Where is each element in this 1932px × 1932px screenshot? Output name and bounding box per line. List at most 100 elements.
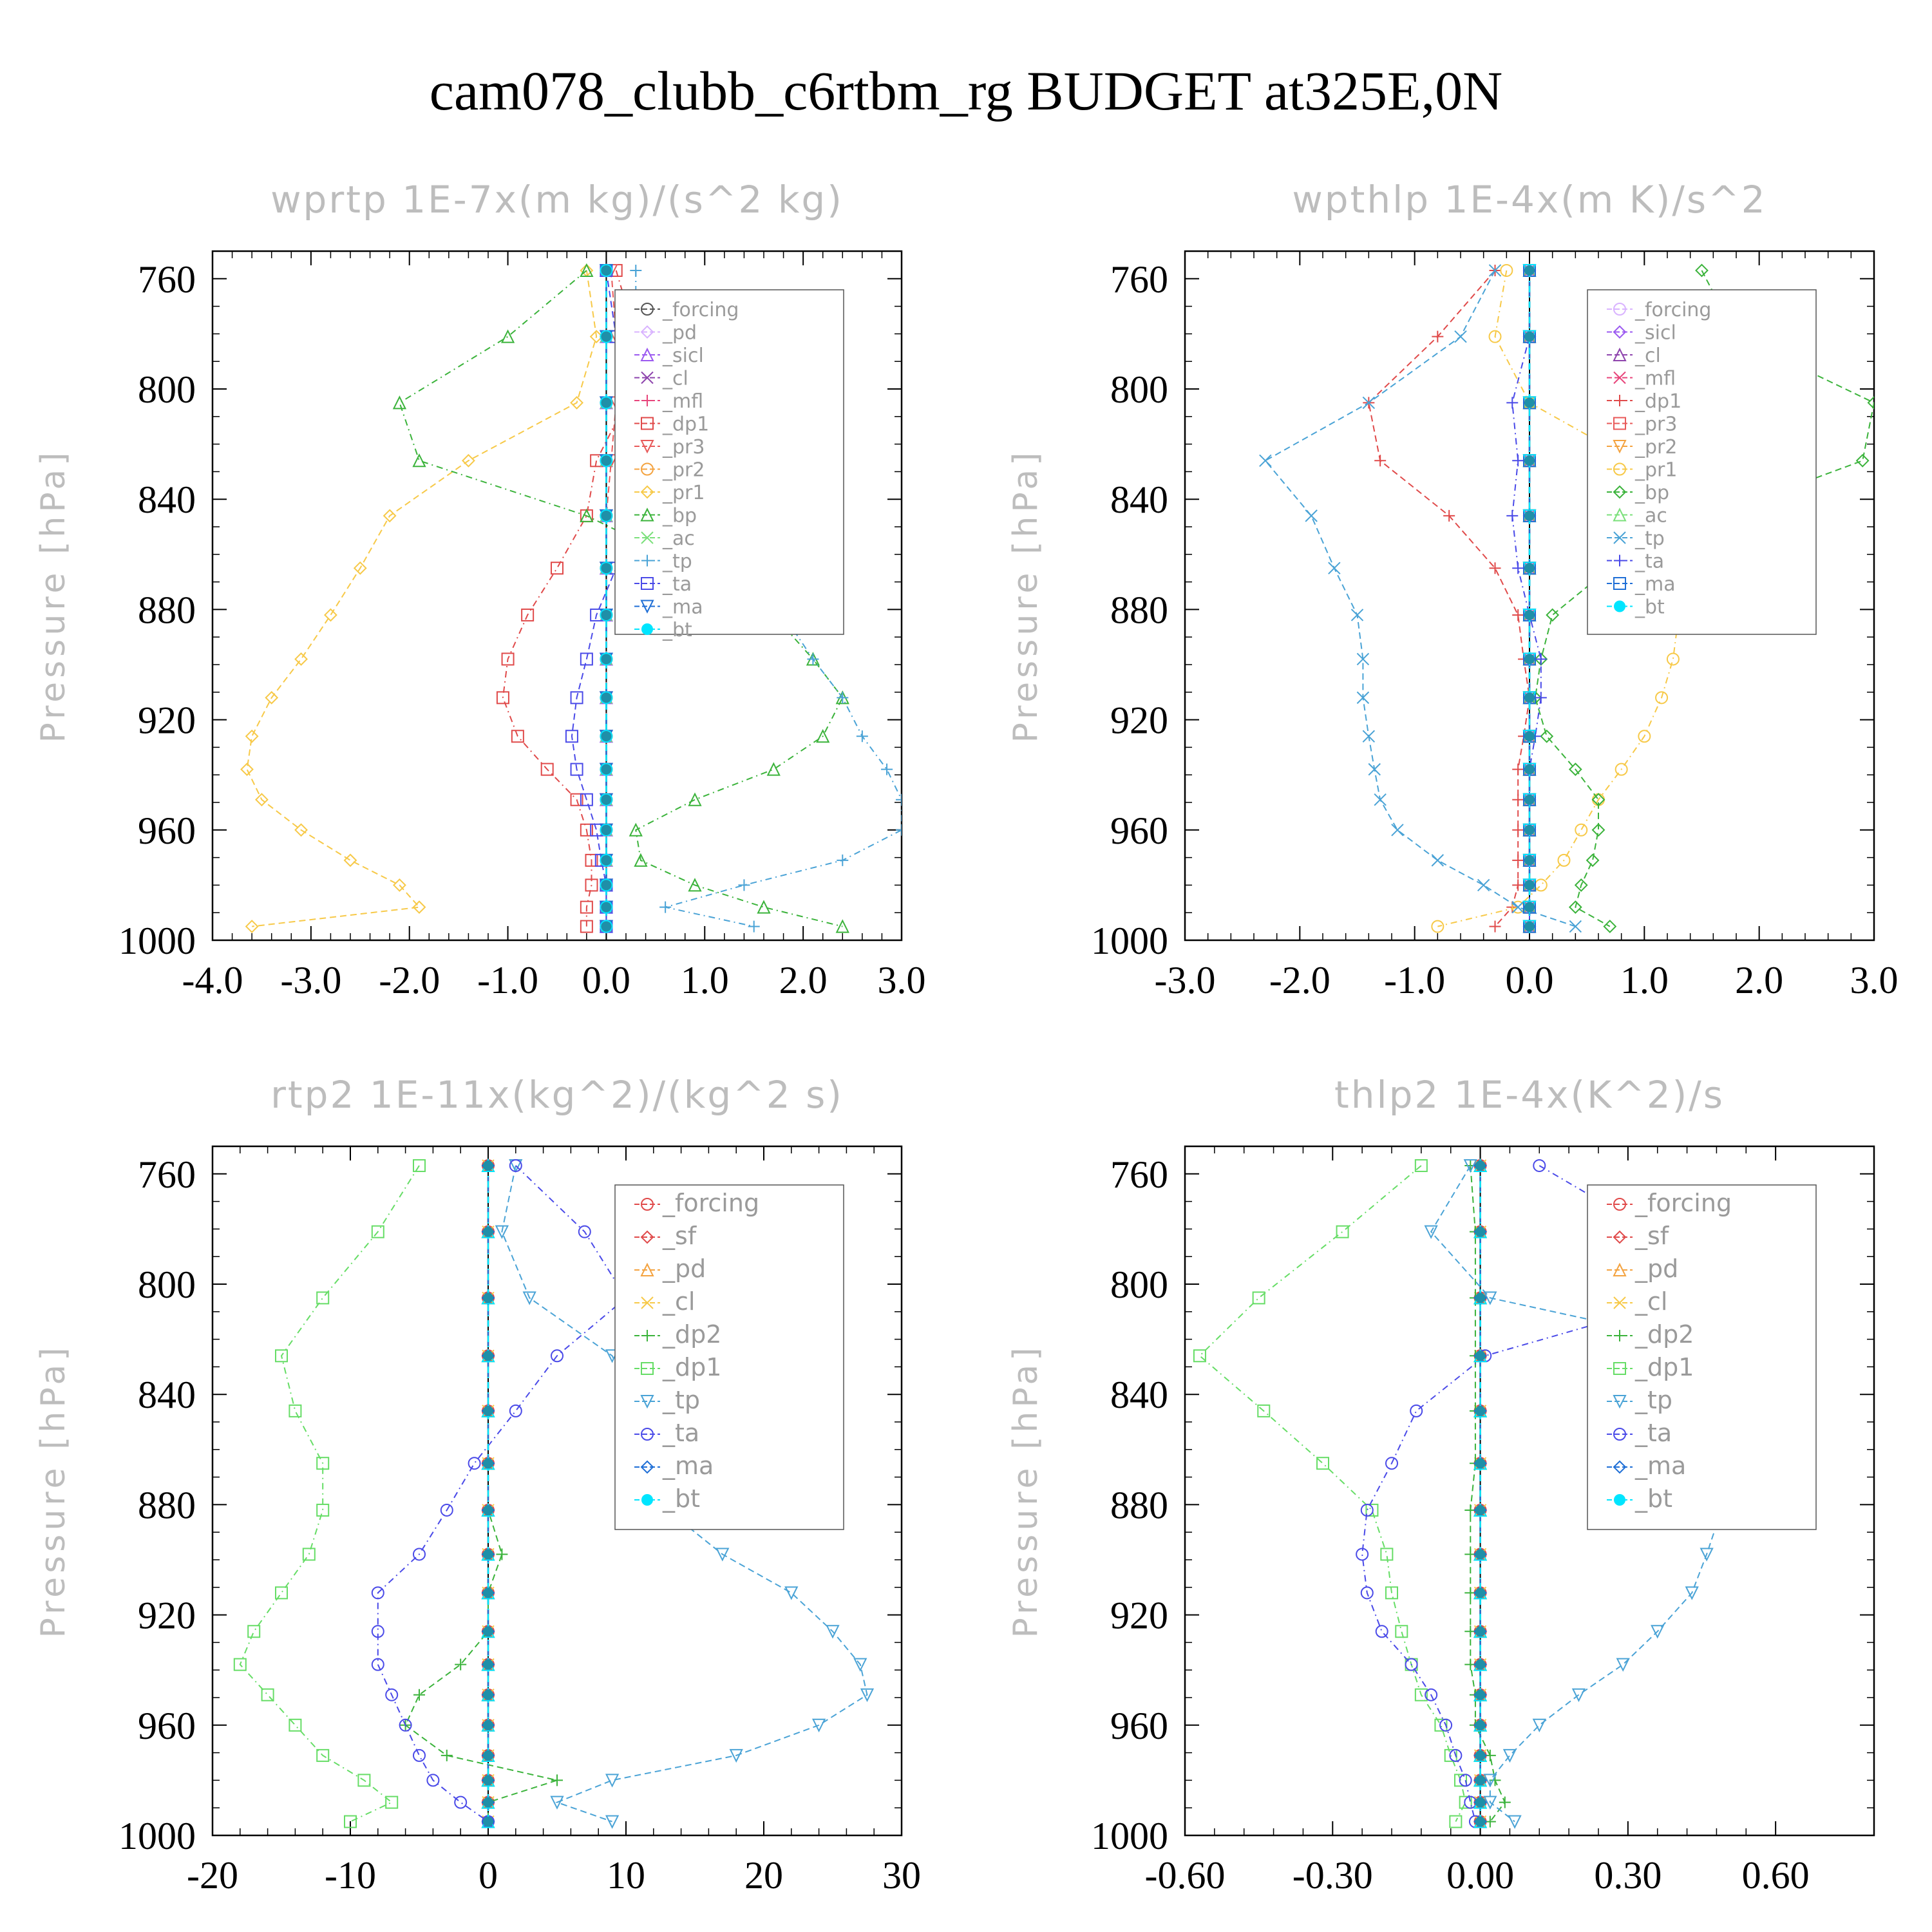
data-point-ta <box>565 730 578 743</box>
data-point-dp1 <box>1365 1503 1379 1517</box>
data-point-tp <box>784 1586 799 1600</box>
legend-marker <box>641 554 653 567</box>
data-point-tp <box>715 1548 730 1562</box>
data-point-ta <box>578 1225 591 1238</box>
data-point-tp <box>1374 793 1387 806</box>
data-point-dp1 <box>1449 1815 1463 1828</box>
bt-point <box>601 824 612 835</box>
data-point-bp <box>1586 853 1600 867</box>
data-point-tp <box>1362 396 1376 410</box>
legend: _forcing_sicl_cl_mfl_dp1_pr3_pr2_pr1_bp_… <box>1587 289 1817 635</box>
legend-marker <box>1614 554 1625 567</box>
legend-entry: _pr1 <box>662 482 705 504</box>
data-point-tp <box>1511 900 1524 914</box>
bt-point <box>1475 1750 1486 1761</box>
y-tick-label: 840 <box>1110 478 1168 521</box>
data-point-dp2 <box>551 1774 563 1786</box>
data-point-tp <box>1651 1625 1665 1639</box>
data-point-ta <box>1405 1658 1418 1671</box>
data-point-dp1 <box>1512 793 1524 806</box>
plot-frame <box>211 1145 903 1837</box>
legend-marker <box>640 600 654 614</box>
panel-title: wpthlp 1E-4x(m K)/s^2 <box>1292 178 1766 222</box>
x-tick-label: 20 <box>744 1854 783 1897</box>
bt-point <box>483 1626 493 1637</box>
data-point-pr1 <box>1575 823 1588 837</box>
legend-marker <box>641 303 654 316</box>
data-point-ta <box>1535 653 1547 665</box>
legend-marker <box>640 485 654 499</box>
data-point-tp <box>837 854 849 866</box>
legend-marker <box>641 1198 654 1211</box>
data-point-tp <box>495 1225 509 1239</box>
data-point-tp <box>1259 454 1272 467</box>
data-point-tp <box>605 1774 620 1788</box>
legend-marker <box>1613 1428 1626 1441</box>
y-axis-label: Pressure [hPa] <box>1007 1344 1045 1638</box>
data-point-dp1 <box>1434 1718 1448 1732</box>
data-point-dp1 <box>1454 1774 1467 1787</box>
data-point-ta <box>570 762 583 776</box>
legend: _forcing_pd_sicl_cl_mfl_dp1_pr3_pr2_pr1_… <box>614 289 844 641</box>
bt-point <box>1475 1405 1486 1416</box>
bt-point <box>483 1226 493 1237</box>
bt-point <box>1524 880 1535 891</box>
data-point-dp1 <box>1443 509 1455 522</box>
data-point-dp1 <box>344 1815 357 1828</box>
legend-entry: _ma <box>662 1452 714 1480</box>
data-point-tp <box>659 901 672 913</box>
data-point-bp <box>1591 793 1605 807</box>
data-point-dp1 <box>521 608 535 621</box>
data-point-pr1 <box>294 652 308 666</box>
y-tick-label: 760 <box>1110 1153 1168 1196</box>
y-axis-label: Pressure [hPa] <box>34 1344 73 1638</box>
legend-marker <box>1614 1330 1625 1341</box>
legend-marker <box>1613 462 1626 476</box>
legend-entry: _cl <box>662 1287 695 1316</box>
bt-point <box>601 794 612 805</box>
bt-point <box>483 1405 493 1416</box>
bt-point <box>483 1504 493 1515</box>
bt-point <box>1524 794 1535 805</box>
data-point-dp1 <box>289 1718 302 1732</box>
y-tick-label: 920 <box>138 1595 196 1637</box>
data-point-dp1 <box>371 1225 384 1238</box>
data-point-ta <box>580 793 593 806</box>
panel-title: rtp2 1E-11x(kg^2)/(kg^2 s) <box>270 1073 844 1117</box>
bt-point <box>1524 654 1535 665</box>
data-point-ta <box>1410 1404 1423 1417</box>
data-point-ta <box>413 1548 426 1561</box>
y-tick-label: 1000 <box>118 920 196 962</box>
data-point-ta <box>1533 1159 1546 1172</box>
data-point-tp <box>1508 1815 1522 1829</box>
x-tick-label: 0.0 <box>582 959 630 1001</box>
legend-marker <box>1613 1230 1627 1244</box>
data-point-tp <box>1356 691 1370 705</box>
data-point-dp1 <box>316 1291 330 1305</box>
legend-marker <box>640 1460 654 1474</box>
legend-entry: _dp1 <box>1634 1353 1694 1381</box>
bt-point <box>483 1160 493 1171</box>
data-point-tp <box>896 824 902 836</box>
data-point-ta <box>371 1658 384 1671</box>
legend-box <box>1587 289 1817 635</box>
series-line-dp1 <box>239 1165 420 1823</box>
bt-point <box>601 397 612 408</box>
data-point-dp1 <box>1385 1586 1398 1600</box>
data-point-ta <box>509 1159 522 1172</box>
data-point-tp <box>1368 762 1381 776</box>
x-tick-label: 0.60 <box>1742 1854 1810 1897</box>
legend-marker <box>1613 303 1626 316</box>
series-group <box>1193 1158 1788 1829</box>
data-point-tp <box>1685 1586 1699 1600</box>
data-point-dp1 <box>357 1774 371 1787</box>
bt-point <box>601 902 612 913</box>
legend-entry: _forcing <box>662 1189 759 1217</box>
legend-entry: _forcing <box>1634 1189 1732 1217</box>
data-point-bp <box>1568 900 1582 914</box>
bt-point <box>1475 1160 1486 1171</box>
data-point-dp1 <box>501 652 515 666</box>
y-tick-label: 800 <box>138 368 196 411</box>
x-tick-label: 0.0 <box>1506 959 1554 1001</box>
data-point-tp <box>896 793 902 806</box>
